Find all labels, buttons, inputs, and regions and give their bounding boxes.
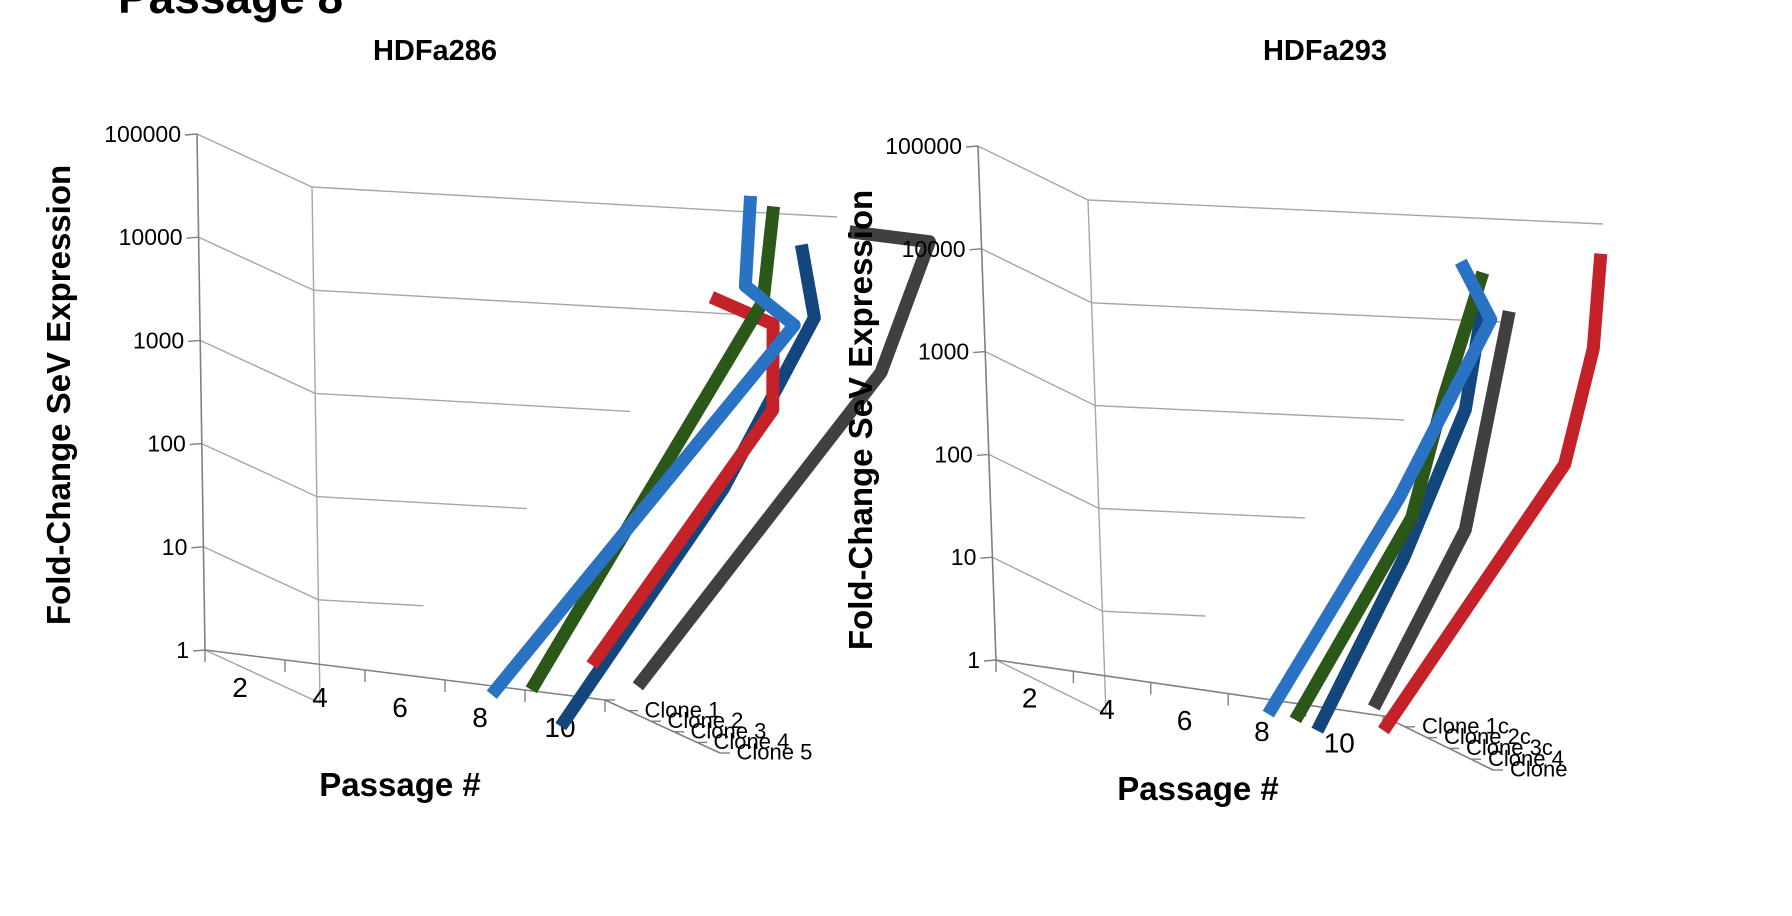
y-tick	[969, 248, 982, 251]
y-tick	[973, 350, 986, 354]
gridline	[992, 556, 1206, 617]
gridline	[977, 145, 1604, 225]
depth-tick-label: Clone 2	[668, 708, 744, 733]
y-tick-label: 1	[967, 647, 980, 673]
gridline	[201, 442, 527, 510]
gridline	[203, 546, 424, 607]
x-axis-line	[995, 659, 1384, 717]
y-tick-label: 100000	[104, 121, 181, 147]
y-tick	[965, 145, 979, 148]
x-tick-label: 2	[232, 672, 248, 703]
y-tick	[976, 453, 989, 457]
depth-tick-label: Clone 4	[1488, 746, 1564, 771]
x-tick-label: 6	[392, 692, 408, 723]
depth-axis-line	[604, 699, 721, 754]
y-tick-label: 1	[176, 637, 189, 663]
series-line	[486, 195, 801, 699]
x-tick-label: 4	[312, 682, 328, 713]
chart-title: HDFa286	[373, 35, 497, 67]
y-axis-label: Fold-Change SeV Expression	[842, 190, 879, 650]
y-tick	[192, 649, 206, 652]
y-tick	[189, 442, 202, 446]
x-axis-label: Passage #	[319, 766, 480, 803]
page-heading: Passage 8	[118, 0, 343, 24]
gridlines	[196, 133, 838, 704]
x-axis-line	[204, 649, 606, 701]
x-tick-label: 8	[472, 702, 488, 733]
y-tick	[184, 133, 198, 136]
x-tick-label: 2	[1022, 683, 1038, 714]
gridline	[204, 649, 321, 704]
y-tick-label: 100	[934, 441, 972, 467]
x-tick-label: 8	[1254, 716, 1270, 747]
y-tick-label: 10	[951, 544, 977, 570]
gridline	[984, 350, 1405, 421]
y-tick	[980, 556, 993, 559]
series-line	[632, 225, 936, 691]
x-tick-label: 6	[1177, 705, 1193, 736]
chart-title: HDFa293	[1263, 35, 1387, 67]
y-tick-label: 100000	[885, 133, 962, 159]
y-tick-label: 10000	[902, 236, 966, 262]
depth-tick-label: Clone 5	[737, 740, 813, 765]
y-tick	[191, 546, 204, 549]
y-tick-label: 1000	[133, 327, 184, 353]
series-line	[1289, 270, 1490, 724]
series-line	[1378, 253, 1608, 735]
gridline	[199, 339, 631, 413]
depth-tick-label: Clone 2c	[1444, 724, 1531, 749]
series-line	[1262, 258, 1498, 718]
wall-edge	[1087, 199, 1107, 715]
y-tick	[186, 236, 199, 239]
gridline	[198, 236, 734, 315]
x-tick-label: 4	[1099, 694, 1115, 725]
x-axis-label: Passage #	[1117, 770, 1278, 807]
wall-edge	[311, 186, 321, 704]
y-tick-label: 10000	[119, 224, 183, 250]
depth-tick-label: Clone	[1510, 757, 1567, 782]
series-line	[586, 291, 780, 669]
y-axis-line	[196, 133, 206, 651]
series-line	[525, 205, 781, 694]
series-group	[1262, 253, 1608, 735]
depth-tick-label: Clone 4	[714, 729, 790, 754]
series-line	[1368, 310, 1516, 711]
depth-axis-line	[1382, 715, 1494, 771]
y-tick-label: 1000	[918, 339, 969, 365]
y-axis-line	[977, 145, 997, 661]
depth-tick-label: Clone 3	[691, 719, 767, 744]
depth-tick-label: Clone 3c	[1466, 735, 1553, 760]
y-tick-label: 10	[162, 534, 188, 560]
gridline	[196, 133, 838, 218]
depth-tick-label: Clone 1c	[1422, 713, 1509, 738]
y-tick	[983, 659, 997, 662]
y-axis-label: Fold-Change SeV Expression	[40, 165, 77, 625]
gridline	[995, 659, 1107, 715]
series-group	[486, 195, 936, 731]
depth-tick-label: Clone 1	[645, 697, 721, 722]
gridline	[988, 453, 1305, 519]
x-tick-label: 10	[1324, 727, 1355, 758]
gridline	[981, 248, 1504, 323]
gridlines	[977, 145, 1604, 715]
y-tick	[188, 339, 201, 343]
y-tick-label: 100	[147, 431, 185, 457]
